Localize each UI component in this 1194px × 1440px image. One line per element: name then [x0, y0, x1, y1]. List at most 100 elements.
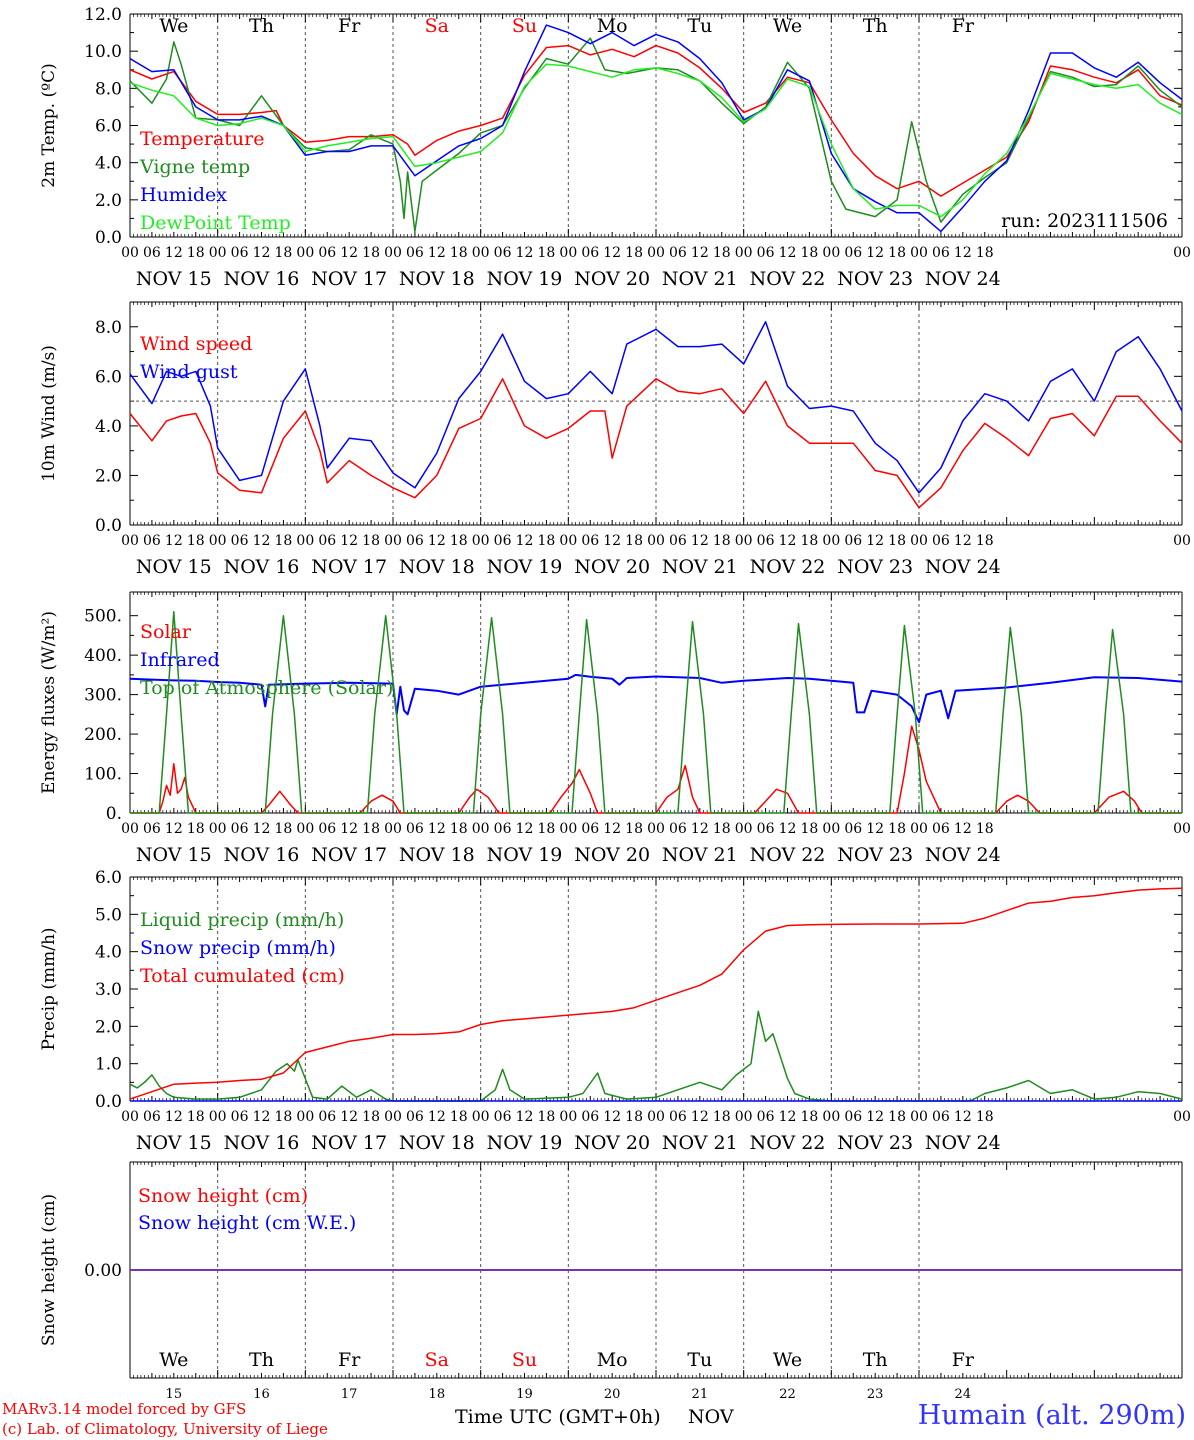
x-hour-tick-label: 06: [581, 245, 599, 261]
day-number-label: 18: [429, 1387, 446, 1402]
x-date-label: NOV 20: [574, 1132, 650, 1154]
x-hour-tick-label: 00: [384, 821, 402, 837]
x-hour-tick-label: 06: [932, 821, 950, 837]
x-hour-tick-label: 00: [735, 1109, 753, 1125]
series-line-solar: [130, 725, 1182, 814]
x-date-label: NOV 21: [662, 1132, 738, 1154]
y-tick-label: 4.0: [95, 417, 122, 437]
x-hour-tick-label: 18: [976, 821, 994, 837]
x-hour-tick-label: 12: [516, 533, 534, 549]
day-number-label: 19: [516, 1387, 533, 1402]
y-axis-label: Energy fluxes (W/m²): [39, 611, 59, 794]
legend-entry: Wind gust: [140, 361, 238, 383]
x-hour-tick-label: 06: [844, 1109, 862, 1125]
legend-entry: Top of Atmosphere (Solar): [140, 677, 393, 699]
x-hour-tick-label: 06: [844, 245, 862, 261]
x-date-label: NOV 23: [837, 1132, 913, 1154]
x-hour-tick-label: 12: [779, 821, 797, 837]
x-hour-tick-label: 00: [209, 245, 227, 261]
x-date-label: NOV 15: [136, 268, 212, 290]
x-hour-tick-label: 18: [275, 533, 293, 549]
weekday-footer: Tu: [687, 1349, 712, 1371]
x-date-label: NOV 17: [311, 268, 387, 290]
x-hour-tick-label: 00: [910, 533, 928, 549]
x-hour-tick-label: 06: [669, 1109, 687, 1125]
x-hour-tick-label: 12: [428, 821, 446, 837]
x-hour-tick-label: 18: [713, 245, 731, 261]
x-hour-tick-label: 12: [516, 245, 534, 261]
month-label: NOV: [688, 1406, 734, 1428]
x-hour-tick-label: 12: [340, 245, 358, 261]
x-hour-tick-label: 00: [910, 245, 928, 261]
x-hour-tick-label: 06: [406, 245, 424, 261]
x-hour-tick-label: 00: [472, 821, 490, 837]
weekday-header: Fr: [952, 15, 975, 37]
x-hour-tick-label: 18: [275, 821, 293, 837]
x-hour-tick-label: 06: [143, 245, 161, 261]
x-hour-tick-label: 18: [801, 245, 819, 261]
x-date-label: NOV 18: [399, 556, 475, 578]
x-hour-tick-label: 00: [384, 533, 402, 549]
x-hour-tick-label: 00: [121, 1109, 139, 1125]
x-hour-tick-label: 00: [822, 533, 840, 549]
x-hour-tick-label: 00: [735, 245, 753, 261]
x-date-label: NOV 15: [136, 1132, 212, 1154]
x-hour-tick-label: 12: [603, 533, 621, 549]
x-hour-tick-label: 06: [318, 245, 336, 261]
weekday-footer: We: [773, 1349, 802, 1371]
y-tick-label: 0.00: [84, 1261, 122, 1281]
x-hour-tick-label: 18: [801, 821, 819, 837]
x-hour-tick-label: 00: [296, 821, 314, 837]
x-hour-tick-label: 06: [406, 1109, 424, 1125]
x-hour-tick-label: 12: [253, 1109, 271, 1125]
legend-entry: Liquid precip (mm/h): [140, 909, 344, 931]
x-hour-tick-label: 12: [691, 533, 709, 549]
x-hour-tick-label: 18: [362, 1109, 380, 1125]
x-hour-tick-label: 18: [888, 821, 906, 837]
x-hour-tick-label: 00: [559, 1109, 577, 1125]
series-line-liquid-precip-mm-h-: [129, 1010, 1183, 1102]
x-hour-tick-label: 00: [296, 245, 314, 261]
series-line-total-cumulated-cm-: [129, 887, 1183, 1100]
x-date-label: NOV 17: [311, 844, 387, 866]
x-hour-tick-label: 18: [538, 1109, 556, 1125]
x-hour-tick-label: 00: [1173, 245, 1191, 261]
x-date-label: NOV 15: [136, 556, 212, 578]
x-hour-tick-label: 06: [143, 821, 161, 837]
x-hour-tick-label: 06: [231, 533, 249, 549]
x-hour-tick-label: 18: [450, 533, 468, 549]
legend-entry: Vigne temp: [139, 156, 250, 178]
x-date-label: NOV 24: [925, 556, 1001, 578]
y-axis-label: Precip (mm/h): [39, 927, 59, 1050]
x-hour-tick-label: 12: [340, 1109, 358, 1125]
chart-panel-2: 0.0 2.0 4.0 6.0 8.0 10m Wind (m/s) Wind speed W…: [39, 301, 1191, 578]
location-title: Humain (alt. 290m): [917, 1400, 1186, 1431]
weekday-header: Tu: [687, 15, 712, 37]
x-date-label: NOV 24: [925, 1132, 1001, 1154]
x-hour-tick-label: 00: [209, 821, 227, 837]
x-hour-tick-label: 18: [538, 245, 556, 261]
x-hour-tick-label: 12: [340, 533, 358, 549]
day-number-label: 23: [867, 1387, 884, 1402]
x-hour-tick-label: 12: [691, 1109, 709, 1125]
y-tick-label: 6.0: [95, 117, 122, 137]
x-hour-tick-label: 00: [384, 245, 402, 261]
x-hour-tick-label: 18: [450, 245, 468, 261]
x-date-label: NOV 22: [750, 1132, 826, 1154]
day-number-label: 16: [253, 1387, 270, 1402]
weekday-footer: Fr: [952, 1349, 975, 1371]
x-date-label: NOV 21: [662, 844, 738, 866]
legend-entry: Wind speed: [140, 333, 252, 355]
x-hour-tick-label: 06: [844, 821, 862, 837]
weekday-footer: Th: [249, 1349, 274, 1371]
x-hour-tick-label: 06: [669, 245, 687, 261]
series-line-temperature: [129, 44, 1183, 197]
x-hour-tick-label: 12: [779, 533, 797, 549]
run-label: run: 2023111506: [1001, 210, 1168, 232]
lab-credit: (c) Lab. of Climatology, University of L…: [2, 1420, 328, 1438]
x-hour-tick-label: 12: [691, 821, 709, 837]
x-hour-tick-label: 00: [559, 533, 577, 549]
x-date-label: NOV 22: [750, 268, 826, 290]
weekday-header: Fr: [338, 15, 361, 37]
